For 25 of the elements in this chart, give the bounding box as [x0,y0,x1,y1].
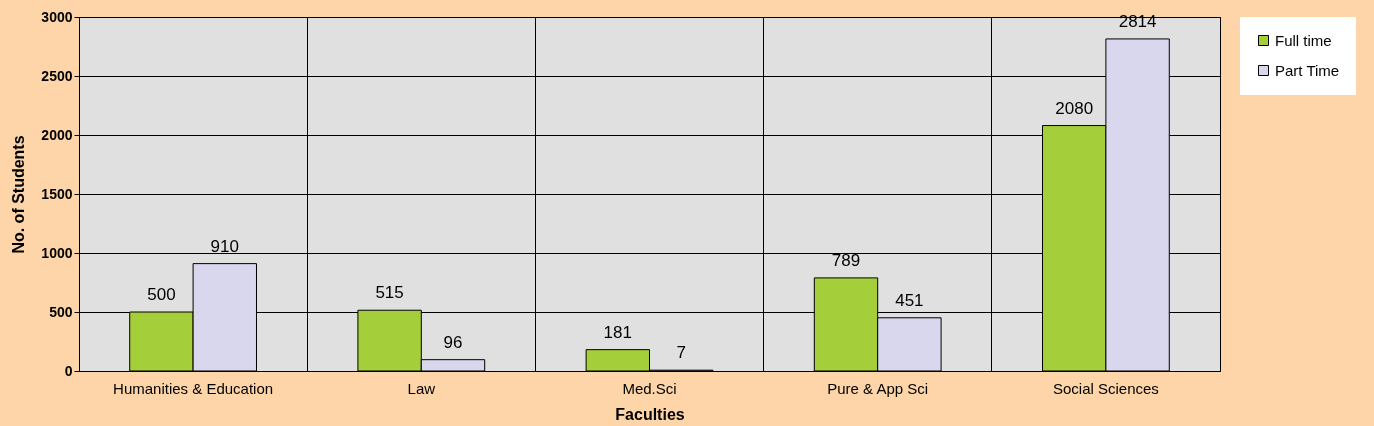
data-label: 515 [375,283,404,303]
y-tick-label: 2000 [41,126,73,143]
y-tick-label: 1500 [41,185,73,202]
y-tick-label: 0 [64,362,73,379]
y-tick-label: 2500 [41,67,73,84]
x-axis-title: Faculties [615,405,685,423]
data-label: 451 [895,290,924,310]
data-label: 910 [210,236,239,256]
y-tick-label: 1000 [41,244,73,261]
x-tick-label: Pure & App Sci [827,379,929,397]
legend-label: Part Time [1275,61,1340,79]
y-tick-label: 3000 [41,8,73,25]
data-label: 789 [831,250,861,270]
data-label: 181 [603,322,632,342]
y-tick-label: 500 [49,303,73,320]
x-tick-label: Med.Sci [622,379,677,397]
data-label: 7 [676,343,686,363]
data-label: 96 [443,332,463,352]
x-tick-label: Humanities & Education [113,379,274,397]
data-label: 500 [147,285,176,304]
data-label: 2080 [1055,98,1094,118]
y-axis-title: No. of Students [10,135,28,254]
legend-label: Full time [1275,31,1332,49]
x-tick-label: Law [407,379,436,397]
x-tick-label: Social Sciences [1052,379,1159,397]
